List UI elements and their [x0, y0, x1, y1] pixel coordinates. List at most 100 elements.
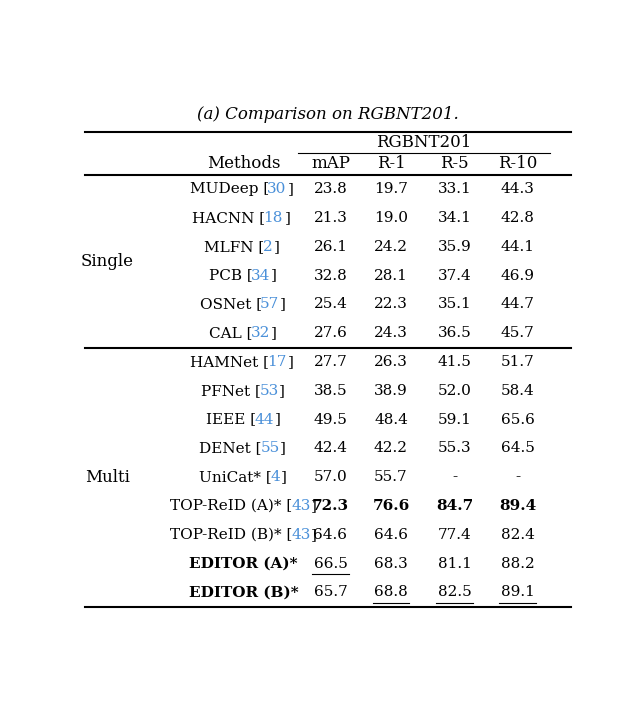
Text: ]: ]	[310, 528, 316, 541]
Text: 26.1: 26.1	[314, 240, 348, 254]
Text: 17: 17	[267, 355, 287, 369]
Text: 68.8: 68.8	[374, 585, 408, 600]
Text: EDITOR (B)*: EDITOR (B)*	[189, 585, 298, 600]
Text: 65.6: 65.6	[500, 413, 534, 426]
Text: -: -	[452, 470, 457, 484]
Text: 44: 44	[255, 413, 275, 426]
Text: RGBNT201: RGBNT201	[376, 134, 472, 151]
Text: 36.5: 36.5	[438, 326, 471, 340]
Text: 32: 32	[251, 326, 271, 340]
Text: 55.3: 55.3	[438, 441, 471, 455]
Text: 34: 34	[252, 269, 271, 283]
Text: 27.7: 27.7	[314, 355, 348, 369]
Text: PCB [: PCB [	[209, 269, 253, 283]
Text: 84.7: 84.7	[436, 499, 473, 513]
Text: 38.9: 38.9	[374, 384, 408, 398]
Text: 24.3: 24.3	[374, 326, 408, 340]
Text: R-1: R-1	[376, 155, 405, 173]
Text: 27.6: 27.6	[314, 326, 348, 340]
Text: ]: ]	[288, 355, 294, 369]
Text: 82.5: 82.5	[438, 585, 471, 600]
Text: ]: ]	[271, 269, 277, 283]
Text: 44.1: 44.1	[500, 240, 534, 254]
Text: ]: ]	[288, 182, 294, 196]
Text: Single: Single	[81, 252, 134, 270]
Text: 81.1: 81.1	[438, 557, 472, 570]
Text: UniCat* [: UniCat* [	[199, 470, 272, 484]
Text: 42.8: 42.8	[500, 211, 534, 225]
Text: 82.4: 82.4	[500, 528, 534, 541]
Text: EDITOR (A)*: EDITOR (A)*	[189, 557, 298, 570]
Text: HAMNet [: HAMNet [	[190, 355, 269, 369]
Text: 48.4: 48.4	[374, 413, 408, 426]
Text: 66.5: 66.5	[314, 557, 348, 570]
Text: 21.3: 21.3	[314, 211, 348, 225]
Text: TOP-ReID (A)* [: TOP-ReID (A)* [	[170, 499, 292, 513]
Text: Methods: Methods	[207, 155, 280, 173]
Text: ]: ]	[274, 240, 280, 254]
Text: 26.3: 26.3	[374, 355, 408, 369]
Text: 4: 4	[271, 470, 281, 484]
Text: 33.1: 33.1	[438, 182, 471, 196]
Text: 55.7: 55.7	[374, 470, 408, 484]
Text: 59.1: 59.1	[438, 413, 472, 426]
Text: 64.6: 64.6	[374, 528, 408, 541]
Text: 38.5: 38.5	[314, 384, 348, 398]
Text: 43: 43	[291, 528, 311, 541]
Text: 35.9: 35.9	[438, 240, 471, 254]
Text: 30: 30	[268, 182, 287, 196]
Text: 88.2: 88.2	[500, 557, 534, 570]
Text: IEEE [: IEEE [	[206, 413, 256, 426]
Text: 64.5: 64.5	[500, 441, 534, 455]
Text: 42.4: 42.4	[314, 441, 348, 455]
Text: 28.1: 28.1	[374, 269, 408, 283]
Text: 52.0: 52.0	[438, 384, 472, 398]
Text: 43: 43	[291, 499, 311, 513]
Text: HACNN [: HACNN [	[193, 211, 266, 225]
Text: 19.7: 19.7	[374, 182, 408, 196]
Text: 24.2: 24.2	[374, 240, 408, 254]
Text: 72.3: 72.3	[312, 499, 349, 513]
Text: R-5: R-5	[440, 155, 468, 173]
Text: MUDeep [: MUDeep [	[190, 182, 269, 196]
Text: ]: ]	[275, 413, 280, 426]
Text: 2: 2	[262, 240, 272, 254]
Text: DENet [: DENet [	[199, 441, 262, 455]
Text: 65.7: 65.7	[314, 585, 348, 600]
Text: 25.4: 25.4	[314, 298, 348, 311]
Text: 46.9: 46.9	[500, 269, 534, 283]
Text: MLFN [: MLFN [	[204, 240, 264, 254]
Text: 89.4: 89.4	[499, 499, 536, 513]
Text: CAL [: CAL [	[209, 326, 253, 340]
Text: 64.6: 64.6	[314, 528, 348, 541]
Text: 68.3: 68.3	[374, 557, 408, 570]
Text: ]: ]	[310, 499, 316, 513]
Text: 57.0: 57.0	[314, 470, 348, 484]
Text: 42.2: 42.2	[374, 441, 408, 455]
Text: ]: ]	[281, 470, 287, 484]
Text: 44.7: 44.7	[500, 298, 534, 311]
Text: 89.1: 89.1	[500, 585, 534, 600]
Text: 51.7: 51.7	[500, 355, 534, 369]
Text: 49.5: 49.5	[314, 413, 348, 426]
Text: ]: ]	[271, 326, 276, 340]
Text: 18: 18	[264, 211, 283, 225]
Text: PFNet [: PFNet [	[201, 384, 261, 398]
Text: 19.0: 19.0	[374, 211, 408, 225]
Text: OSNet [: OSNet [	[200, 298, 262, 311]
Text: 76.6: 76.6	[372, 499, 410, 513]
Text: -: -	[515, 470, 520, 484]
Text: ]: ]	[280, 298, 286, 311]
Text: 77.4: 77.4	[438, 528, 471, 541]
Text: ]: ]	[279, 384, 285, 398]
Text: 23.8: 23.8	[314, 182, 348, 196]
Text: 34.1: 34.1	[438, 211, 472, 225]
Text: 41.5: 41.5	[438, 355, 472, 369]
Text: (a) Comparison on RGBNT201.: (a) Comparison on RGBNT201.	[197, 106, 459, 123]
Text: 22.3: 22.3	[374, 298, 408, 311]
Text: TOP-ReID (B)* [: TOP-ReID (B)* [	[170, 528, 292, 541]
Text: ]: ]	[280, 441, 286, 455]
Text: 44.3: 44.3	[500, 182, 534, 196]
Text: 35.1: 35.1	[438, 298, 471, 311]
Text: mAP: mAP	[311, 155, 350, 173]
